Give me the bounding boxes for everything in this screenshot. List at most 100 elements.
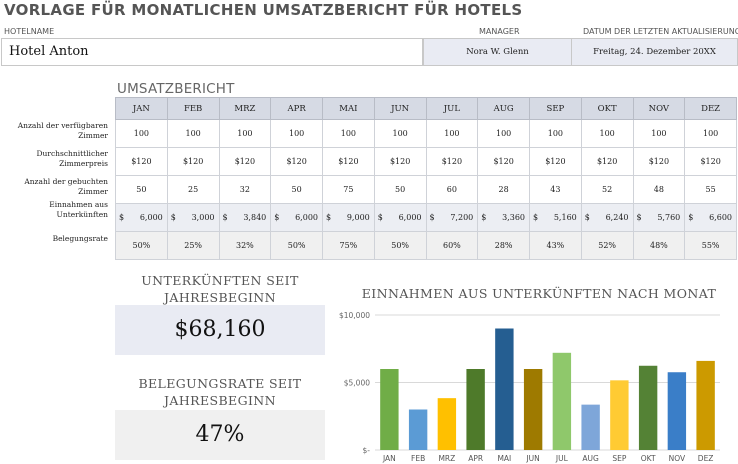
table-cell[interactable]: $6,000: [270, 203, 323, 232]
table-cell[interactable]: $120: [529, 147, 582, 176]
month-header: APR: [270, 97, 323, 120]
bar-jan: [380, 369, 399, 450]
x-tick-label: NOV: [669, 454, 686, 463]
currency-symbol: $: [688, 213, 694, 222]
table-cell[interactable]: 28%: [477, 231, 530, 260]
month-header: MRZ: [218, 97, 272, 120]
bar-jul: [552, 352, 572, 450]
table-cell[interactable]: 50%: [115, 231, 168, 260]
table-cell[interactable]: $7,200: [425, 203, 479, 232]
table-cell[interactable]: 100: [373, 119, 427, 148]
table-cell[interactable]: $3,840: [218, 203, 272, 232]
occupancy-row: 50% 25% 32% 50% 75% 50% 60% 28% 43% 52% 48% 55%: [115, 231, 737, 260]
table-cell[interactable]: 100: [218, 119, 272, 148]
table-cell[interactable]: 25%: [166, 231, 220, 260]
table-cell[interactable]: $6,240: [580, 203, 634, 232]
currency-symbol: $: [222, 213, 228, 222]
bar-mai: [495, 328, 514, 450]
avg-price-row: $120 $120 $120 $120 $120 $120 $120 $120 $120 $120…: [115, 147, 737, 176]
table-cell[interactable]: 48: [632, 175, 686, 204]
bar-okt: [638, 365, 658, 450]
table-cell[interactable]: 100: [270, 119, 323, 148]
table-cell[interactable]: 52: [580, 175, 634, 204]
table-cell[interactable]: 50%: [270, 231, 323, 260]
table-cell[interactable]: 100: [632, 119, 686, 148]
table-cell[interactable]: $120: [425, 147, 479, 176]
table-cell[interactable]: 60: [425, 175, 479, 204]
table-cell[interactable]: $120: [166, 147, 220, 176]
table-cell[interactable]: 100: [684, 119, 737, 148]
y-tick-label: $-: [363, 446, 371, 455]
table-cell[interactable]: 50: [270, 175, 323, 204]
row-label-occupancy: Belegungsrate: [52, 234, 108, 243]
table-cell[interactable]: 100: [425, 119, 479, 148]
table-cell[interactable]: $120: [477, 147, 530, 176]
table-cell[interactable]: 28: [477, 175, 530, 204]
cell-value: 6,000: [295, 213, 318, 222]
table-cell[interactable]: $3,000: [166, 203, 220, 232]
table-cell[interactable]: $6,000: [115, 203, 168, 232]
currency-symbol: $: [533, 213, 539, 222]
table-cell[interactable]: 25: [166, 175, 220, 204]
x-tick-label: JUL: [555, 454, 569, 463]
x-tick-label: MRZ: [438, 454, 455, 463]
month-header: OKT: [580, 97, 634, 120]
table-cell[interactable]: 48%: [632, 231, 686, 260]
table-cell[interactable]: 75: [322, 175, 375, 204]
table-cell[interactable]: 100: [529, 119, 582, 148]
table-cell[interactable]: $120: [684, 147, 737, 176]
table-cell[interactable]: 100: [322, 119, 375, 148]
table-cell[interactable]: 100: [166, 119, 220, 148]
cell-value: 7,200: [450, 213, 474, 222]
manager-label: MANAGER: [479, 27, 520, 36]
cell-value: 6,000: [398, 213, 422, 222]
table-cell[interactable]: 100: [580, 119, 634, 148]
table-cell[interactable]: 43: [529, 175, 582, 204]
table-cell[interactable]: 55%: [684, 231, 737, 260]
table-cell[interactable]: $5,160: [529, 203, 582, 232]
table-cell[interactable]: $120: [322, 147, 375, 176]
table-cell[interactable]: $120: [373, 147, 427, 176]
x-tick-label: OKT: [641, 454, 656, 463]
y-tick-label: $5,000: [344, 379, 370, 388]
table-cell[interactable]: $3,360: [477, 203, 530, 232]
table-cell[interactable]: $6,000: [373, 203, 427, 232]
currency-symbol: $: [274, 213, 280, 222]
table-cell[interactable]: 32%: [218, 231, 272, 260]
last-updated-field[interactable]: Freitag, 24. Dezember 20XX: [571, 38, 738, 66]
row-label-booked-rooms: Anzahl der gebuchten Zimmer: [24, 177, 108, 196]
page-title: VORLAGE FÜR MONATLICHEN UMSATZBERICHT FÜ…: [4, 1, 523, 19]
table-cell[interactable]: 55: [684, 175, 737, 204]
table-cell[interactable]: $120: [632, 147, 686, 176]
table-cell[interactable]: 50%: [373, 231, 427, 260]
report-heading: UMSATZBERICHT: [117, 81, 235, 97]
table-cell[interactable]: 32: [218, 175, 272, 204]
manager-field[interactable]: Nora W. Glenn: [423, 38, 572, 66]
currency-symbol: $: [481, 213, 487, 222]
month-header: DEZ: [684, 97, 737, 120]
bar-dez: [696, 360, 715, 450]
revenue-report-table: JAN FEB MRZ APR MAI JUN JUL AUG SEP OKT …: [115, 97, 737, 260]
table-cell[interactable]: 43%: [529, 231, 582, 260]
table-cell[interactable]: 100: [477, 119, 530, 148]
bar-nov: [667, 372, 687, 450]
hotel-name-field[interactable]: Hotel Anton: [1, 38, 423, 66]
bar-feb: [408, 409, 428, 450]
table-cell[interactable]: 52%: [580, 231, 634, 260]
ytd-occupancy-title: BELEGUNGSRATE SEIT JAHRESBEGINN: [138, 376, 302, 408]
table-cell[interactable]: $6,600: [684, 203, 737, 232]
table-cell[interactable]: $120: [218, 147, 272, 176]
table-cell[interactable]: 100: [115, 119, 168, 148]
table-cell[interactable]: $120: [270, 147, 323, 176]
table-cell[interactable]: 60%: [425, 231, 479, 260]
bar-apr: [466, 369, 485, 450]
table-cell[interactable]: 50: [115, 175, 168, 204]
table-cell[interactable]: $9,000: [322, 203, 375, 232]
table-cell[interactable]: 50: [373, 175, 427, 204]
revenue-by-month-chart: $- $5,000 $10,000 JAN FEB MRZ APR MAI JUN JUL AUG S…: [339, 311, 720, 463]
table-cell[interactable]: $120: [580, 147, 634, 176]
currency-symbol: $: [377, 213, 383, 222]
table-cell[interactable]: 75%: [322, 231, 375, 260]
table-cell[interactable]: $5,760: [632, 203, 686, 232]
table-cell[interactable]: $120: [115, 147, 168, 176]
